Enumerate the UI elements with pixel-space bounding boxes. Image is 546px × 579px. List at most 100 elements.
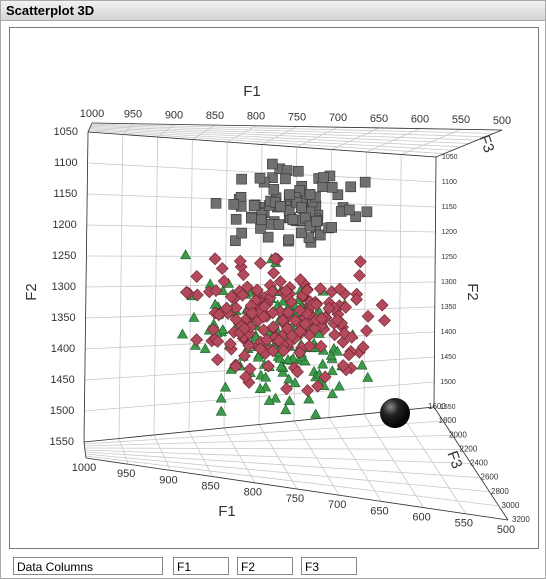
diamond-marker [350, 293, 363, 306]
diamond-marker [291, 365, 304, 379]
f2-tick-label: 1150 [442, 204, 457, 211]
axis-title: F1 [243, 83, 261, 100]
diamond-marker [229, 313, 243, 326]
f3-tick-label: 2400 [470, 459, 488, 468]
square-marker [236, 173, 247, 185]
triangle-marker [284, 395, 296, 406]
square-marker [236, 227, 248, 239]
triangle-marker [310, 408, 322, 419]
triangle-marker [283, 373, 295, 384]
scatterplot-3d: 1000 1000 950 950 900 900 850 850 800 800 750 750 70… [23, 83, 530, 536]
diamond-marker [257, 310, 271, 324]
diamond-marker [209, 284, 223, 298]
diamond-marker [217, 274, 231, 288]
diamond-marker [276, 314, 290, 327]
sphere-marker [380, 398, 410, 428]
grid-line [84, 381, 435, 412]
triangle-marker [333, 380, 345, 391]
diamond-marker [240, 280, 254, 294]
f2-tick-label: 1450 [440, 354, 456, 361]
square-marker [228, 199, 240, 210]
axis-title: F2 [464, 283, 481, 301]
f3-tick-label: 2200 [460, 444, 478, 453]
diamond-marker [356, 340, 370, 354]
diamond-marker [268, 252, 282, 265]
f1-tick-label: 850 [206, 110, 224, 122]
square-marker [210, 197, 222, 209]
triangle-marker [317, 358, 329, 369]
diamond-marker [211, 353, 224, 367]
diamond-marker [288, 314, 302, 327]
grid-line [84, 434, 453, 447]
square-marker [287, 214, 299, 225]
diamond-marker [254, 256, 267, 270]
diamond-marker [236, 268, 250, 282]
f1-tick-label: 950 [124, 109, 142, 121]
diamond-marker [338, 327, 351, 340]
square-marker [332, 189, 344, 201]
triangle-marker [326, 365, 338, 376]
f2-tick-label: 1100 [54, 157, 78, 169]
plot-frame: 1000 1000 950 950 900 900 850 850 800 800 750 750 70… [9, 27, 539, 549]
grid-line [85, 451, 481, 479]
f1-tick-label: 1000 [72, 462, 96, 474]
f3-tick-label: 2000 [449, 430, 467, 439]
triangle-marker [289, 377, 301, 388]
column-field[interactable]: F2 [237, 557, 293, 575]
grid-line [88, 130, 445, 155]
f3-tick-label: 2800 [491, 487, 509, 496]
triangle-marker [215, 392, 227, 403]
triangle-marker [177, 328, 189, 339]
column-field[interactable]: F1 [173, 557, 229, 575]
square-marker [296, 202, 307, 214]
diamond-marker [303, 339, 316, 353]
diamond-marker [339, 300, 353, 314]
triangle-marker [260, 371, 272, 382]
diamond-marker [261, 359, 275, 373]
diamond-marker [273, 275, 287, 289]
square-marker [359, 176, 371, 188]
diamond-marker [281, 305, 295, 319]
diamond-marker [280, 382, 293, 396]
diamond-marker [208, 252, 222, 266]
square-marker [273, 219, 285, 230]
diamond-marker [301, 384, 314, 397]
grid-line [89, 127, 470, 144]
square-marker [361, 206, 373, 218]
box-edge [91, 122, 503, 131]
f2-tick-label: 1500 [50, 405, 74, 417]
f2-tick-label: 1050 [442, 154, 458, 161]
square-marker [255, 214, 267, 226]
column-field[interactable]: F3 [301, 557, 357, 575]
diamond-marker [293, 273, 307, 287]
triangle-marker [254, 383, 266, 393]
square-marker [267, 158, 278, 170]
diamond-marker [313, 282, 327, 296]
square-marker [230, 235, 241, 247]
diamond-marker [360, 324, 373, 338]
axis-title: F1 [218, 503, 236, 520]
f1-tick-label: 600 [411, 114, 429, 126]
diamond-marker [250, 283, 264, 297]
diamond-marker [375, 298, 389, 312]
panel-title: Scatterplot 3D [1, 1, 545, 21]
grid-line [91, 123, 494, 134]
f2-tick-label: 1500 [440, 379, 456, 386]
f1-tick-label: 500 [493, 115, 511, 127]
f1-tick-label: 850 [201, 481, 219, 493]
f2-tick-label: 1250 [441, 254, 457, 261]
triangle-marker [326, 388, 338, 399]
grid-line [84, 447, 462, 450]
triangle-marker [188, 311, 200, 322]
grid-line [85, 455, 499, 507]
grid-line [88, 129, 453, 151]
f1-tick-label: 550 [452, 114, 470, 126]
diamond-marker [330, 313, 344, 327]
f1-tick-label: 600 [412, 512, 430, 524]
diamond-marker [223, 337, 237, 351]
diamond-marker [266, 306, 280, 320]
diamond-marker [215, 262, 229, 275]
diamond-marker [318, 370, 332, 384]
grid-line [85, 453, 490, 493]
